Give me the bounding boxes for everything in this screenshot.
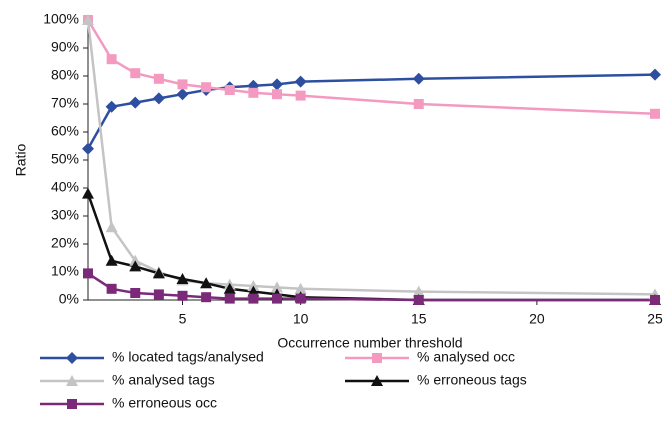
y-tick-label: 20% [51, 235, 79, 251]
y-tick-label: 90% [51, 39, 79, 55]
data-point [271, 281, 283, 293]
data-point [129, 260, 142, 272]
data-point [130, 68, 141, 79]
data-point [272, 293, 282, 304]
legend-label: % analysed occ [417, 349, 515, 365]
data-point [650, 108, 660, 119]
data-point [152, 267, 165, 279]
data-point [295, 90, 306, 101]
y-tick-label: 10% [51, 263, 79, 279]
data-point [224, 85, 235, 95]
y-tick-label: 80% [51, 67, 79, 83]
legend-marker [66, 352, 78, 364]
data-point [294, 282, 307, 294]
data-point [200, 277, 213, 289]
data-point [177, 79, 188, 90]
legend-marker [66, 375, 78, 386]
x-tick-label: 15 [411, 311, 427, 327]
data-point [129, 96, 142, 109]
y-tick-label: 60% [51, 123, 79, 139]
legend-label: % analysed tags [112, 372, 215, 388]
data-point [224, 293, 235, 304]
y-tick-label: 50% [51, 151, 79, 167]
data-point [83, 268, 93, 279]
data-point [153, 73, 164, 84]
data-point [201, 82, 212, 93]
data-point [223, 282, 236, 294]
data-point [413, 295, 424, 305]
data-point [295, 293, 306, 304]
data-point [153, 289, 164, 300]
data-point [248, 293, 259, 304]
data-point [294, 75, 307, 88]
series-line [86, 19, 656, 296]
y-tick-label: 0% [59, 291, 79, 307]
y-tick-label: 30% [51, 207, 79, 223]
legend-marker [371, 375, 383, 386]
y-tick-label: 70% [51, 95, 79, 111]
x-axis-title: Occurrence number threshold [277, 335, 462, 351]
data-point [106, 54, 117, 65]
x-tick-label: 10 [293, 311, 309, 327]
x-tick-label: 5 [179, 311, 187, 327]
y-tick-label: 40% [51, 179, 79, 195]
data-point [649, 68, 661, 81]
series-line [86, 193, 655, 302]
data-point [412, 72, 425, 85]
data-point [106, 283, 117, 294]
data-point [412, 285, 425, 297]
data-point [413, 99, 424, 109]
data-point [82, 142, 94, 155]
legend-marker [67, 399, 77, 409]
legend-label: % erroneous tags [417, 372, 527, 388]
data-point [177, 290, 188, 301]
data-point [271, 78, 283, 91]
data-point [105, 254, 118, 266]
legend-label: % erroneous occ [112, 395, 217, 411]
data-point [650, 295, 660, 305]
series-line [86, 73, 656, 150]
data-point [105, 221, 118, 233]
y-tick-label: 100% [43, 11, 79, 27]
data-point [130, 288, 141, 298]
data-point [176, 88, 189, 101]
data-point [82, 14, 94, 25]
data-point [105, 100, 118, 113]
y-axis-title: Ratio [13, 143, 29, 176]
data-point [248, 87, 259, 98]
data-point [201, 292, 212, 303]
data-point [176, 273, 189, 284]
series-line [86, 19, 656, 116]
data-point [272, 89, 282, 100]
x-tick-label: 25 [647, 311, 663, 327]
legend-label: % located tags/analysed [112, 349, 264, 365]
legend-marker [372, 353, 382, 363]
data-point [129, 254, 142, 266]
data-point [152, 92, 165, 105]
data-point [247, 280, 260, 291]
data-point [82, 187, 94, 199]
x-tick-label: 20 [529, 311, 545, 327]
